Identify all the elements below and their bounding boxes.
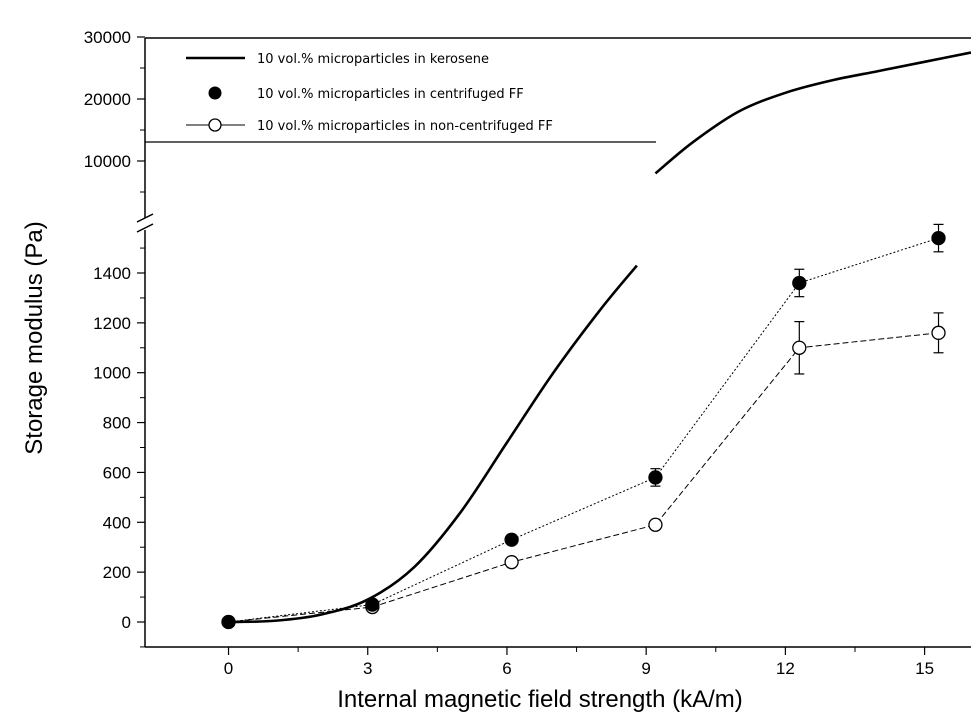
series-centrifuged-point	[648, 470, 663, 485]
legend-label: 10 vol.% microparticles in centrifuged F…	[257, 87, 524, 102]
y-tick-label: 200	[103, 563, 131, 582]
x-tick-label: 15	[915, 659, 934, 678]
series-centrifuged-point	[931, 230, 946, 246]
legend-label: 10 vol.% microparticles in kerosene	[257, 52, 489, 67]
y-tick-label: 0	[122, 613, 131, 632]
series-non-centrifuged-line	[228, 332, 939, 623]
x-tick-label: 3	[363, 659, 372, 678]
legend: 10 vol.% microparticles in kerosene 10 vo…	[145, 52, 656, 143]
y-tick-label: 20000	[84, 90, 131, 109]
y-axis-title: Storage modulus (Pa)	[21, 221, 48, 454]
legend-swatch-centrifuged	[208, 86, 222, 100]
x-tick-label: 12	[776, 659, 795, 678]
y-tick-label: 800	[103, 414, 131, 433]
y-tick-label: 10000	[84, 152, 131, 171]
x-axis-title: Internal magnetic field strength (kA/m)	[337, 686, 743, 713]
series-layer	[221, 51, 971, 630]
series-non-centrifuged-point	[931, 325, 946, 340]
series-non-centrifuged-point	[648, 517, 663, 532]
x-tick-label: 0	[224, 659, 233, 678]
x-tick-label: 6	[502, 659, 511, 678]
series-kerosene-line-lower	[228, 264, 638, 624]
series-non-centrifuged-point	[792, 340, 807, 355]
x-tick-label: 9	[641, 659, 650, 678]
y-tick-label: 1200	[93, 314, 131, 333]
series-centrifuged-point	[221, 614, 236, 630]
y-tick-label: 1400	[93, 264, 131, 283]
series-non-centrifuged-point	[504, 555, 519, 570]
axis-break-mark	[136, 213, 154, 223]
y-tick-label: 600	[103, 463, 131, 482]
axis-break-mark	[136, 223, 154, 233]
series-centrifuged-point	[792, 275, 807, 291]
legend-swatch-non-centrifuged	[208, 118, 222, 132]
axes: 0 3 6 9 12 15 0 200 400 600 800 1000 1200 1400 10000 20…	[84, 28, 971, 678]
y-tick-label: 1000	[93, 364, 131, 383]
legend-label: 10 vol.% microparticles in non-centrifug…	[257, 119, 553, 134]
y-tick-label: 30000	[84, 28, 131, 47]
series-centrifuged-point	[365, 597, 380, 612]
series-centrifuged-line	[228, 237, 939, 623]
series-centrifuged-point	[504, 532, 519, 547]
y-tick-label: 400	[103, 513, 131, 532]
series-kerosene-line-upper	[654, 51, 971, 175]
